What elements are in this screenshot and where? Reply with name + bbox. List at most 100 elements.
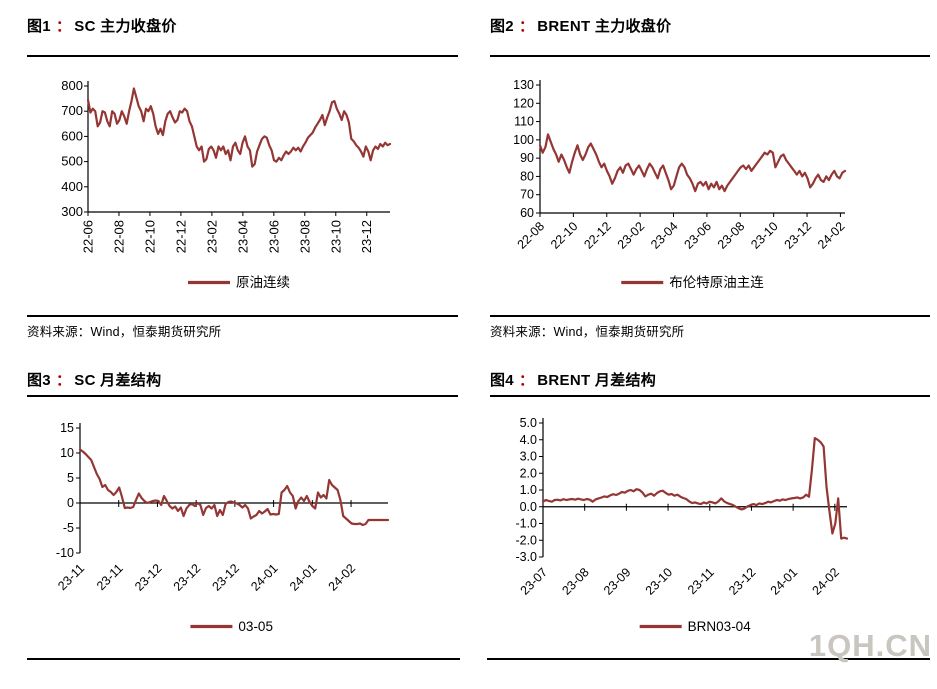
figure1-name: SC 主力收盘价 (74, 18, 177, 35)
svg-text:23-04: 23-04 (235, 220, 250, 253)
svg-text:22-08: 22-08 (515, 219, 548, 252)
svg-text:80: 80 (520, 169, 534, 183)
site-watermark: 1QH.CN (808, 628, 932, 663)
svg-text:23-10: 23-10 (328, 220, 343, 253)
svg-text:23-07: 23-07 (518, 565, 551, 598)
figure4-title: 图4： BRENT 月差结构 (490, 369, 656, 390)
figure2-number: 图2 (490, 18, 514, 35)
title-divider (27, 55, 458, 57)
svg-text:300: 300 (61, 204, 83, 219)
source-divider (27, 315, 458, 317)
figure4-name: BRENT 月差结构 (537, 372, 657, 389)
figure2-name: BRENT 主力收盘价 (537, 18, 672, 35)
svg-text:23-02: 23-02 (204, 220, 219, 253)
svg-text:1.0: 1.0 (520, 483, 537, 497)
svg-text:-3.0: -3.0 (515, 550, 537, 564)
svg-text:原油连续: 原油连续 (236, 275, 290, 290)
title-divider (490, 395, 930, 397)
svg-text:23-12: 23-12 (132, 561, 165, 594)
legend: 原油连续 (188, 275, 290, 290)
figure3-title: 图3： SC 月差结构 (27, 369, 161, 390)
svg-text:5.0: 5.0 (520, 416, 537, 430)
figure4-colon: ： (518, 372, 535, 389)
svg-text:90: 90 (520, 151, 534, 165)
figure4-number: 图4 (490, 372, 514, 389)
svg-text:23-11: 23-11 (55, 561, 87, 593)
figure1-colon: ： (55, 18, 72, 35)
svg-text:23-09: 23-09 (601, 565, 634, 598)
svg-text:22-08: 22-08 (111, 220, 126, 253)
series-line (78, 448, 390, 527)
svg-text:23-06: 23-06 (266, 220, 281, 253)
svg-text:-5: -5 (63, 521, 74, 535)
svg-text:100: 100 (513, 133, 534, 147)
svg-text:-10: -10 (56, 546, 74, 560)
svg-text:0: 0 (67, 496, 74, 510)
svg-text:4.0: 4.0 (520, 433, 537, 447)
svg-text:-1.0: -1.0 (515, 517, 537, 531)
svg-text:23-08: 23-08 (297, 220, 312, 253)
svg-text:24-02: 24-02 (815, 219, 848, 252)
figure1-title: 图1： SC 主力收盘价 (27, 15, 177, 36)
svg-text:22-06: 22-06 (81, 220, 96, 253)
y-axis: 130 120 110 100 90 80 70 60 (513, 78, 541, 220)
figure2-title: 图2： BRENT 主力收盘价 (490, 15, 671, 36)
svg-text:0.0: 0.0 (520, 500, 537, 514)
figure3-name: SC 月差结构 (74, 372, 162, 389)
series-line (541, 436, 849, 540)
svg-text:23-08: 23-08 (559, 565, 592, 598)
svg-text:3.0: 3.0 (520, 450, 537, 464)
svg-text:10: 10 (60, 446, 74, 460)
svg-text:23-06: 23-06 (682, 219, 715, 252)
bottom-divider (27, 658, 460, 660)
legend: BRN03-04 (639, 619, 751, 634)
svg-text:2.0: 2.0 (520, 466, 537, 480)
y-axis: 800 700 600 500 400 300 (61, 78, 89, 219)
source-divider (490, 315, 930, 317)
svg-text:22-12: 22-12 (173, 220, 188, 253)
series-line (538, 133, 847, 193)
figure2-colon: ： (518, 18, 535, 35)
title-divider (27, 395, 458, 397)
svg-text:110: 110 (514, 115, 534, 129)
svg-text:22-12: 22-12 (581, 219, 614, 252)
svg-text:23-10: 23-10 (748, 219, 781, 252)
x-axis: 22-06 22-08 22-10 22-12 23-02 23-04 23-06 23-08… (81, 211, 390, 253)
svg-text:800: 800 (61, 78, 83, 93)
svg-text:15: 15 (60, 421, 74, 435)
svg-text:23-12: 23-12 (782, 219, 815, 252)
svg-text:布伦特原油主连: 布伦特原油主连 (669, 275, 764, 290)
svg-text:700: 700 (61, 103, 83, 118)
svg-text:24-02: 24-02 (326, 561, 359, 594)
svg-text:24-01: 24-01 (768, 565, 801, 598)
svg-text:24-01: 24-01 (248, 561, 281, 594)
svg-text:24-02: 24-02 (809, 565, 842, 598)
legend: 03-05 (190, 619, 273, 634)
svg-text:23-10: 23-10 (643, 565, 676, 598)
svg-text:-2.0: -2.0 (515, 533, 537, 547)
svg-text:23-12: 23-12 (171, 561, 204, 594)
y-axis: 15 10 5 0 -5 -10 (56, 421, 81, 560)
figure3-number: 图3 (27, 372, 51, 389)
svg-text:600: 600 (61, 128, 83, 143)
svg-text:23-12: 23-12 (726, 565, 759, 598)
svg-text:22-10: 22-10 (548, 219, 581, 252)
series-line (86, 87, 392, 168)
data-source-note: 资料来源：Wind，恒泰期货研究所 (490, 325, 685, 339)
bottom-divider (487, 658, 930, 660)
svg-text:23-02: 23-02 (615, 219, 648, 252)
svg-text:130: 130 (513, 78, 534, 92)
svg-text:70: 70 (520, 188, 534, 202)
legend: 布伦特原油主连 (621, 275, 764, 290)
figure1-number: 图1 (27, 18, 51, 35)
svg-text:23-12: 23-12 (359, 220, 374, 253)
svg-text:60: 60 (520, 206, 534, 220)
title-divider (490, 55, 930, 57)
y-axis: 5.0 4.0 3.0 2.0 1.0 0.0 -1.0 -2.0 -3.0 (515, 416, 544, 564)
svg-text:23-11: 23-11 (685, 565, 717, 597)
svg-text:23-12: 23-12 (209, 561, 242, 594)
